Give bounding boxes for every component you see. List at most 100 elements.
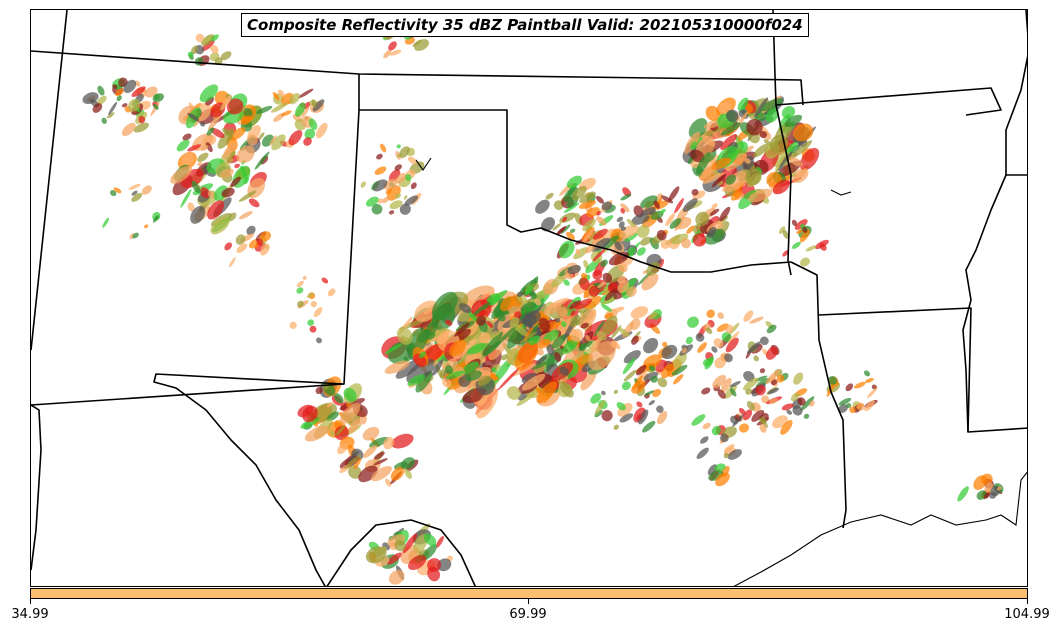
reflectivity-blob [555, 318, 561, 323]
reflectivity-blob [622, 357, 636, 375]
reflectivity-blob [559, 381, 574, 398]
reflectivity-blob [437, 331, 450, 345]
reflectivity-blob [680, 238, 691, 249]
reflectivity-blob [281, 110, 292, 117]
reflectivity-blob [152, 93, 164, 103]
reflectivity-blob [246, 225, 256, 236]
reflectivity-blob [601, 390, 606, 396]
reflectivity-blob [240, 165, 248, 179]
reflectivity-blob [229, 257, 236, 268]
reflectivity-blob [101, 117, 107, 124]
reflectivity-blob [405, 173, 412, 181]
colorbar-tick-label: 104.99 [1004, 607, 1050, 622]
reflectivity-blob [506, 386, 521, 400]
reflectivity-blob [696, 447, 709, 460]
reflectivity-blob [372, 179, 388, 192]
reflectivity-blob [536, 381, 558, 404]
reflectivity-blob [712, 374, 727, 389]
reflectivity-blob [329, 430, 336, 437]
reflectivity-blob [559, 366, 570, 376]
reflectivity-blob [394, 164, 402, 171]
reflectivity-blob [581, 229, 594, 245]
reflectivity-blob [495, 310, 506, 322]
reflectivity-blob [751, 409, 765, 422]
reflectivity-blob [131, 86, 146, 97]
reflectivity-blob [115, 88, 124, 97]
reflectivity-blob [726, 109, 739, 122]
colorbar-tick-label: 69.99 [509, 607, 547, 622]
reflectivity-blob [745, 103, 754, 113]
reflectivity-blob [222, 143, 237, 159]
reflectivity-blob [210, 216, 230, 235]
reflectivity-blob [480, 331, 503, 360]
border-rio-grande [326, 519, 476, 586]
reflectivity-blob [685, 336, 693, 345]
reflectivity-blob [197, 162, 203, 166]
reflectivity-blob [390, 466, 405, 481]
reflectivity-blob [711, 157, 731, 170]
reflectivity-blob [596, 216, 607, 226]
border-colorado-west [31, 10, 68, 351]
reflectivity-blob [187, 112, 200, 122]
reflectivity-blob [701, 387, 711, 395]
reflectivity-blob [702, 172, 725, 184]
reflectivity-blob [404, 468, 413, 479]
reflectivity-blob [701, 134, 715, 147]
reflectivity-blob [642, 420, 656, 433]
reflectivity-blob [510, 362, 539, 377]
reflectivity-blob [957, 486, 969, 502]
reflectivity-blob [746, 341, 761, 354]
reflectivity-blob [613, 389, 618, 395]
reflectivity-blob [256, 105, 273, 114]
reflectivity-blob [732, 414, 744, 427]
reflectivity-blob [781, 403, 794, 411]
reflectivity-blob [132, 232, 139, 239]
reflectivity-blob [569, 228, 576, 233]
reflectivity-blob [819, 242, 827, 251]
reflectivity-blob [116, 95, 122, 102]
reflectivity-blob [296, 287, 304, 294]
reflectivity-blob [131, 190, 138, 196]
reflectivity-blob [445, 365, 454, 375]
reflectivity-blob [224, 242, 233, 251]
reflectivity-blob [339, 398, 365, 411]
reflectivity-blob [793, 372, 804, 385]
reflectivity-blob [230, 151, 236, 159]
reflectivity-blob [562, 216, 568, 222]
reflectivity-blob [205, 142, 213, 153]
reflectivity-blob [315, 386, 323, 395]
reflectivity-blob [630, 306, 649, 319]
border-new-mexico-texas [153, 109, 360, 586]
reflectivity-blob [556, 226, 567, 236]
reflectivity-blob [187, 51, 194, 58]
reflectivity-blob [326, 411, 339, 422]
reflectivity-blob [559, 212, 576, 223]
reflectivity-blob [445, 319, 453, 326]
reflectivity-blob [362, 426, 380, 441]
reflectivity-blob [590, 336, 603, 352]
reflectivity-blob [541, 217, 555, 232]
reflectivity-blob [797, 397, 806, 406]
reflectivity-blob [384, 478, 392, 487]
reflectivity-blob [449, 339, 467, 357]
reflectivity-blob [548, 297, 569, 309]
reflectivity-blob [697, 342, 707, 353]
reflectivity-blob [845, 383, 854, 392]
reflectivity-blob [864, 400, 875, 412]
reflectivity-blob [554, 352, 562, 362]
reflectivity-blob [170, 166, 193, 184]
reflectivity-blob [799, 229, 810, 243]
reflectivity-blob [391, 433, 414, 449]
border-colorado-wyoming [31, 50, 804, 106]
reflectivity-blob [96, 95, 107, 106]
reflectivity-blob [772, 179, 790, 195]
reflectivity-blob [459, 303, 472, 314]
reflectivity-blob [791, 241, 801, 249]
reflectivity-blob [302, 405, 318, 423]
reflectivity-blob [729, 381, 741, 388]
reflectivity-blob [566, 231, 575, 241]
reflectivity-blob [365, 196, 379, 207]
reflectivity-blob [316, 337, 322, 344]
reflectivity-blob [535, 199, 550, 214]
reflectivity-blob [789, 144, 801, 154]
